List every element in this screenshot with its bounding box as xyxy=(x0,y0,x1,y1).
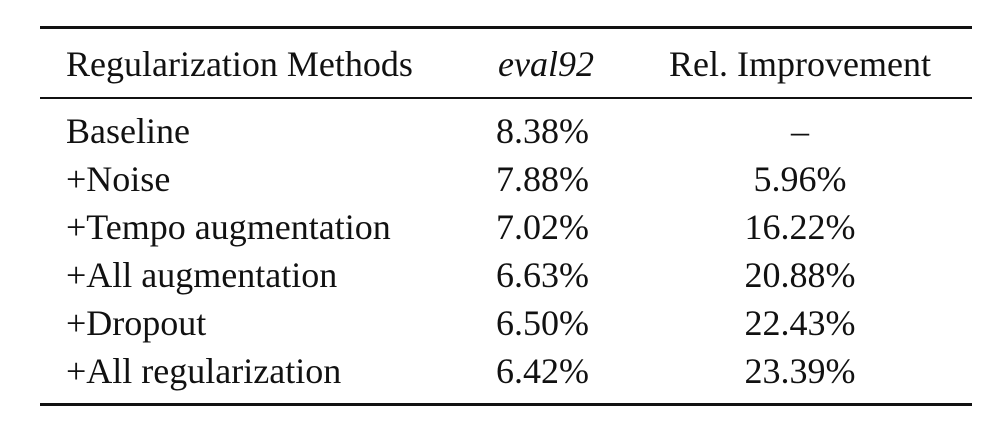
row-method: +Noise xyxy=(66,159,171,199)
row-eval: 6.42% xyxy=(496,351,589,391)
row-method: +Tempo augmentation xyxy=(66,207,391,247)
row-eval: 6.63% xyxy=(496,255,589,295)
row-rel: 20.88% xyxy=(744,255,856,295)
row-rel: 5.96% xyxy=(753,159,847,199)
row-method: +Dropout xyxy=(66,303,207,343)
row-rel: 23.39% xyxy=(744,351,856,391)
row-eval: 7.88% xyxy=(496,159,589,199)
header-method: Regularization Methods xyxy=(66,44,413,84)
bottom-rule xyxy=(40,403,972,406)
header-eval: eval92 xyxy=(498,44,594,84)
top-rule xyxy=(40,26,972,29)
header-rel-improvement: Rel. Improvement xyxy=(669,44,931,84)
row-eval: 8.38% xyxy=(496,111,589,151)
row-rel: – xyxy=(791,111,809,151)
row-method: +All augmentation xyxy=(66,255,338,295)
row-rel: 22.43% xyxy=(744,303,856,343)
header-rule xyxy=(40,97,972,99)
row-eval: 6.50% xyxy=(496,303,589,343)
row-method: Baseline xyxy=(66,111,190,151)
row-method: +All regularization xyxy=(66,351,342,391)
row-eval: 7.02% xyxy=(496,207,589,247)
row-rel: 16.22% xyxy=(744,207,856,247)
